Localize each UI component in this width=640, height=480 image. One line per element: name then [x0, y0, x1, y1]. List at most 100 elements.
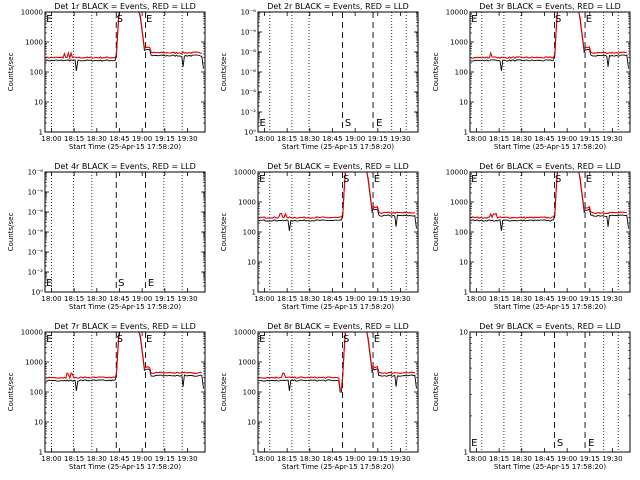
chart-panel-7: Det 7r BLACK = Events, RED = LLD 1 10 100 10… — [7, 322, 206, 471]
y-axis-label: Counts/sec — [7, 53, 15, 92]
x-tick-label: 18:45 — [109, 295, 129, 303]
y-tick-label: 10000 — [234, 329, 256, 337]
y-tick-label: 100 — [243, 389, 256, 397]
x-axis-label: Start Time (25-Apr-15 17:58:20) — [69, 303, 181, 311]
x-tick-label: 19:30 — [177, 295, 197, 303]
x-tick-label: 18:00 — [466, 135, 486, 143]
x-tick-label: 18:15 — [277, 455, 297, 463]
x-tick-label: 18:45 — [109, 135, 129, 143]
x-tick-label: 19:30 — [602, 295, 622, 303]
x-tick-label: 18:00 — [41, 455, 61, 463]
x-tick-label: 19:00 — [557, 295, 577, 303]
x-tick-label: 18:00 — [466, 295, 486, 303]
x-tick-label: 19:15 — [155, 295, 175, 303]
y-tick-label: 10000 — [234, 169, 256, 177]
start-marker-label: S — [343, 174, 349, 185]
chart-panel-4: Det 4r BLACK = Events, RED = LLD 10⁰ 10⁻² 1… — [7, 162, 206, 311]
x-tick-label: 19:15 — [155, 455, 175, 463]
y-tick-label: 1000 — [238, 359, 256, 367]
chart-title: Det 6r BLACK = Events, RED = LLD — [479, 162, 621, 171]
events-series-line — [258, 331, 417, 393]
x-tick-label: 18:30 — [512, 295, 532, 303]
y-tick-label: 1 — [252, 449, 256, 457]
start-marker-label: S — [117, 334, 123, 345]
y-tick-label: 1 — [464, 449, 468, 457]
x-tick-label: 18:15 — [489, 295, 509, 303]
x-tick-label: 18:45 — [534, 455, 554, 463]
start-marker-label: S — [117, 14, 123, 25]
y-tick-label: 1000 — [450, 199, 468, 207]
start-marker-label: S — [555, 174, 561, 185]
start-marker-label: S — [557, 438, 563, 449]
y-tick-label: 10⁻⁶ — [241, 69, 257, 77]
y-tick-label: 100 — [243, 229, 256, 237]
end-marker-label: E — [471, 438, 477, 449]
plot-frame — [44, 11, 206, 133]
y-tick-label: 10 — [459, 259, 468, 267]
events-series-line — [45, 331, 204, 391]
end-marker-label: E — [148, 278, 154, 289]
y-tick-label: 10000 — [446, 169, 468, 177]
end-marker-label: E — [586, 14, 592, 25]
end-marker-label: E — [46, 334, 52, 345]
x-tick-label: 19:30 — [602, 135, 622, 143]
x-tick-label: 19:15 — [580, 455, 600, 463]
y-tick-label: 1000 — [238, 199, 256, 207]
end-marker-label: E — [471, 14, 477, 25]
x-tick-label: 18:45 — [534, 135, 554, 143]
y-tick-label: 10⁻⁹ — [241, 29, 257, 37]
end-marker-label: E — [146, 14, 152, 25]
chart-panel-6: Det 6r BLACK = Events, RED = LLD 1 10 100 10… — [432, 162, 631, 311]
y-tick-label: 1000 — [25, 359, 43, 367]
plot-frame — [44, 331, 206, 453]
x-tick-label: 19:00 — [557, 135, 577, 143]
x-tick-label: 19:30 — [390, 295, 410, 303]
start-marker-label: S — [343, 334, 349, 345]
chart-title: Det 3r BLACK = Events, RED = LLD — [479, 2, 621, 11]
y-axis-label: Counts/sec — [220, 53, 228, 92]
y-axis-label: Counts/sec — [220, 373, 228, 412]
x-axis-label: Start Time (25-Apr-15 17:58:20) — [494, 143, 606, 151]
chart-title: Det 5r BLACK = Events, RED = LLD — [267, 162, 409, 171]
chart-panel-2: Det 2r BLACK = Events, RED = LLD 10⁰ 10⁻² 1… — [220, 2, 419, 151]
x-tick-label: 19:00 — [557, 455, 577, 463]
x-tick-label: 18:15 — [277, 295, 297, 303]
x-tick-label: 19:30 — [177, 455, 197, 463]
y-axis-label: Counts/sec — [432, 53, 440, 92]
x-axis-label: Start Time (25-Apr-15 17:58:20) — [282, 303, 394, 311]
x-axis-label: Start Time (25-Apr-15 17:58:20) — [69, 463, 181, 471]
x-tick-label: 18:00 — [41, 295, 61, 303]
end-marker-label: E — [259, 334, 265, 345]
lld-series-line — [470, 11, 627, 59]
x-tick-label: 18:30 — [300, 135, 320, 143]
x-tick-label: 18:00 — [466, 455, 486, 463]
events-series-line — [470, 171, 629, 231]
x-tick-label: 19:30 — [390, 135, 410, 143]
chart-panel-3: Det 3r BLACK = Events, RED = LLD 1 10 100 10… — [432, 2, 631, 151]
x-tick-label: 19:00 — [132, 295, 152, 303]
y-axis-label: Counts/sec — [432, 213, 440, 252]
x-tick-label: 18:30 — [300, 455, 320, 463]
chart-panel-8: Det 8r BLACK = Events, RED = LLD 1 10 100 10… — [220, 322, 419, 471]
x-tick-label: 19:30 — [177, 135, 197, 143]
x-tick-label: 19:15 — [368, 295, 388, 303]
x-tick-label: 19:15 — [368, 455, 388, 463]
end-marker-label: E — [146, 334, 152, 345]
y-tick-label: 100 — [455, 69, 468, 77]
lld-series-line — [258, 171, 416, 219]
y-tick-label: 1 — [39, 129, 43, 137]
x-tick-label: 18:30 — [87, 135, 107, 143]
y-tick-label: 10⁻⁸ — [28, 209, 44, 217]
chart-panel-5: Det 5r BLACK = Events, RED = LLD 1 10 100 10… — [220, 162, 419, 311]
end-marker-label: E — [260, 118, 266, 129]
plot-frame — [469, 11, 631, 133]
x-tick-label: 19:30 — [390, 455, 410, 463]
chart-title: Det 8r BLACK = Events, RED = LLD — [267, 322, 409, 331]
x-tick-label: 18:15 — [489, 455, 509, 463]
y-tick-label: 10⁻⁸ — [241, 49, 257, 57]
x-tick-label: 19:00 — [345, 135, 365, 143]
lld-series-line — [258, 331, 415, 391]
end-marker-label: E — [46, 278, 52, 289]
y-tick-label: 10 — [459, 99, 468, 107]
x-tick-label: 18:30 — [512, 455, 532, 463]
